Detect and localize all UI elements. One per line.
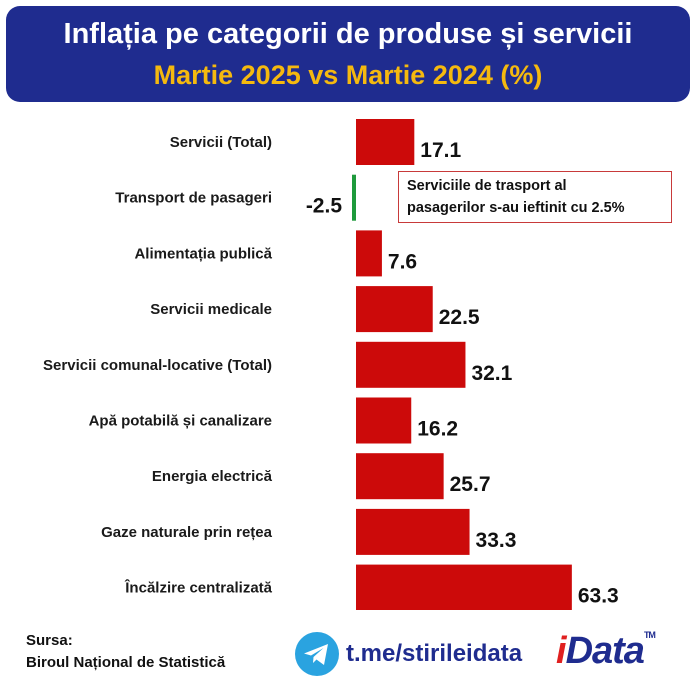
bar: [352, 174, 356, 221]
logo-i: i: [556, 630, 567, 672]
category-label: Apă potabilă și canalizare: [89, 413, 272, 430]
transport-annotation: Serviciile de trasport al pasagerilor s-…: [398, 171, 672, 223]
category-label: Alimentația publică: [134, 245, 272, 262]
chart-title: Inflația pe categorii de produse și serv…: [63, 18, 633, 50]
bar: [356, 564, 572, 610]
value-label: 17.1: [420, 139, 461, 162]
category-label: Servicii (Total): [170, 134, 272, 151]
category-label: Încălzire centralizată: [124, 579, 272, 597]
idata-logo: iDataTM: [556, 630, 656, 673]
bar: [356, 230, 382, 277]
bar: [356, 397, 412, 444]
annotation-line-2: pasagerilor s-au ieftinit cu 2.5%: [407, 200, 625, 216]
value-label: 63.3: [578, 585, 619, 608]
value-label: 16.2: [417, 418, 458, 441]
logo-trademark: TM: [643, 630, 656, 640]
header-banner: Inflația pe categorii de produse și serv…: [6, 6, 690, 102]
bar: [356, 119, 415, 165]
value-label: 22.5: [439, 306, 480, 329]
value-label: 33.3: [476, 529, 517, 552]
value-label: 25.7: [450, 473, 491, 496]
bar: [356, 508, 470, 555]
category-label: Servicii medicale: [150, 301, 272, 318]
category-label: Gaze naturale prin rețea: [101, 524, 273, 541]
bar: [356, 286, 433, 333]
telegram-icon[interactable]: [294, 631, 340, 677]
value-label: -2.5: [306, 195, 343, 218]
source-value: Biroul Național de Statistică: [26, 654, 226, 671]
source-label: Sursa:: [26, 632, 73, 649]
annotation-line-1: Serviciile de trasport al: [407, 178, 567, 194]
telegram-link[interactable]: t.me/stirileidata: [346, 640, 523, 667]
bar: [356, 453, 444, 500]
value-label: 7.6: [388, 250, 417, 273]
category-label: Servicii comunal-locative (Total): [43, 357, 272, 374]
value-label: 32.1: [471, 362, 512, 385]
chart-subtitle: Martie 2025 vs Martie 2024 (%): [153, 60, 543, 90]
bar: [356, 341, 466, 388]
source-note: Sursa: Biroul Național de Statistică: [26, 630, 225, 674]
category-label: Transport de pasageri: [115, 190, 272, 207]
category-label: Energia electrică: [152, 468, 273, 485]
logo-data: Data: [565, 630, 645, 672]
bar-chart: Servicii (Total) 17.1 Transport de pasager…: [43, 119, 619, 610]
